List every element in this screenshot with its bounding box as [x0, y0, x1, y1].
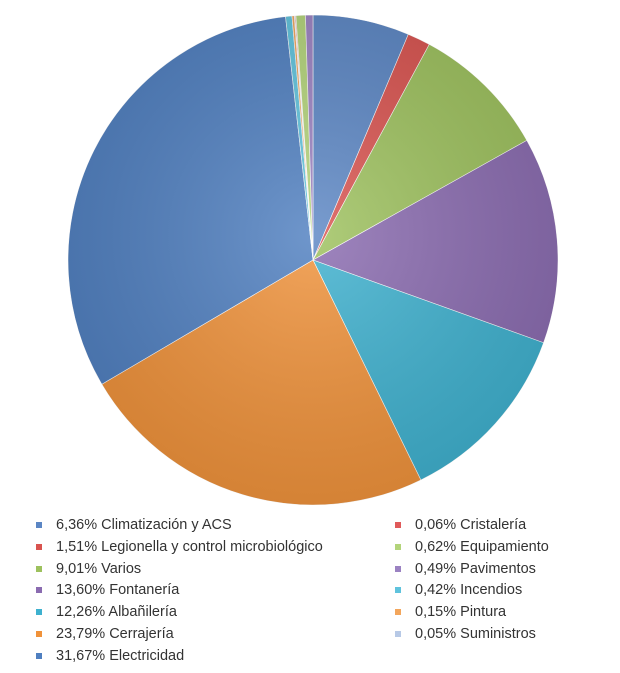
legend-item-left-5: 23,79% Cerrajería [36, 625, 174, 643]
legend-swatch [36, 609, 42, 616]
legend-swatch [395, 522, 401, 528]
legend-item-left-6: 31,67% Electricidad [36, 647, 184, 665]
legend-swatch [36, 565, 42, 572]
legend-item-right-5: 0,05% Suministros [395, 625, 536, 643]
legend-label: 23,79% Cerrajería [56, 626, 174, 642]
legend-label: 0,49% Pavimentos [415, 560, 536, 577]
legend-item-right-4: 0,15% Pintura [395, 603, 506, 621]
legend-label: 0,06% Cristalería [415, 517, 527, 533]
legend-label: 6,36% Climatización y ACS [56, 517, 232, 533]
legend-swatch [36, 631, 42, 637]
legend-item-right-1: 0,62% Equipamiento [395, 538, 549, 556]
legend-item-left-4: 12,26% Albañilería [36, 603, 177, 621]
legend-item-right-0: 0,06% Cristalería [395, 516, 526, 534]
legend-item-left-1: 1,51% Legionella y control microbiológic… [36, 538, 323, 556]
legend-swatch [395, 631, 401, 637]
legend-item-left-3: 13,60% Fontanería [36, 581, 179, 599]
legend-swatch [395, 587, 401, 594]
legend-swatch [395, 565, 401, 572]
legend-item-left-2: 9,01% Varios [36, 560, 141, 578]
legend-swatch [36, 543, 42, 550]
legend-swatch [36, 587, 42, 594]
legend-label: 31,67% Electricidad [56, 647, 185, 664]
pie-chart-plot [67, 14, 559, 506]
legend-swatch [36, 522, 42, 528]
legend-swatch [395, 609, 401, 616]
legend-label: 12,26% Albañilería [56, 604, 177, 621]
legend-item-right-3: 0,42% Incendios [395, 581, 522, 599]
legend-label: 1,51% Legionella y control microbiológic… [56, 538, 323, 555]
legend-label: 0,42% Incendios [415, 582, 523, 599]
legend-label: 0,15% Pintura [415, 604, 507, 621]
legend-item-right-2: 0,49% Pavimentos [395, 560, 536, 578]
legend-swatch [36, 652, 42, 659]
legend-label: 0,62% Equipamiento [415, 538, 549, 555]
legend-label: 0,05% Suministros [415, 626, 536, 642]
legend-label: 13,60% Fontanería [56, 582, 180, 599]
legend-label: 9,01% Varios [56, 560, 142, 577]
legend-swatch [395, 543, 401, 550]
legend-item-left-0: 6,36% Climatización y ACS [36, 516, 232, 534]
